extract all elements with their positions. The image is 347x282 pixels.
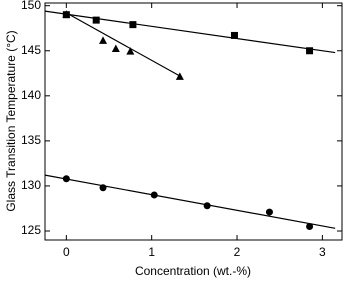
plot-frame [44, 2, 343, 241]
x-tick-label: 3 [319, 245, 326, 259]
fit-line [44, 174, 336, 229]
y-tick-label: 150 [21, 0, 41, 12]
point [92, 16, 100, 24]
x-tick-label: 0 [63, 245, 70, 259]
point [129, 21, 137, 29]
point [111, 44, 120, 52]
point [306, 222, 314, 230]
point [175, 72, 184, 80]
y-tick-label: 125 [21, 223, 41, 237]
point [306, 47, 314, 55]
y-axis-label: Glass Transition Temperature (°C) [4, 30, 18, 211]
point [265, 208, 273, 216]
y-tick-label: 145 [21, 43, 41, 57]
y-tick-label: 130 [21, 178, 41, 192]
x-tick-label: 1 [148, 245, 155, 259]
y-tick-label: 135 [21, 133, 41, 147]
point [230, 31, 238, 39]
x-axis-label: Concentration (wt.-%) [135, 264, 251, 278]
y-tick-label: 140 [21, 88, 41, 102]
point [99, 36, 108, 44]
fit-line [44, 10, 336, 54]
point [126, 47, 135, 55]
fit-line [66, 12, 181, 77]
x-tick-label: 2 [234, 245, 241, 259]
